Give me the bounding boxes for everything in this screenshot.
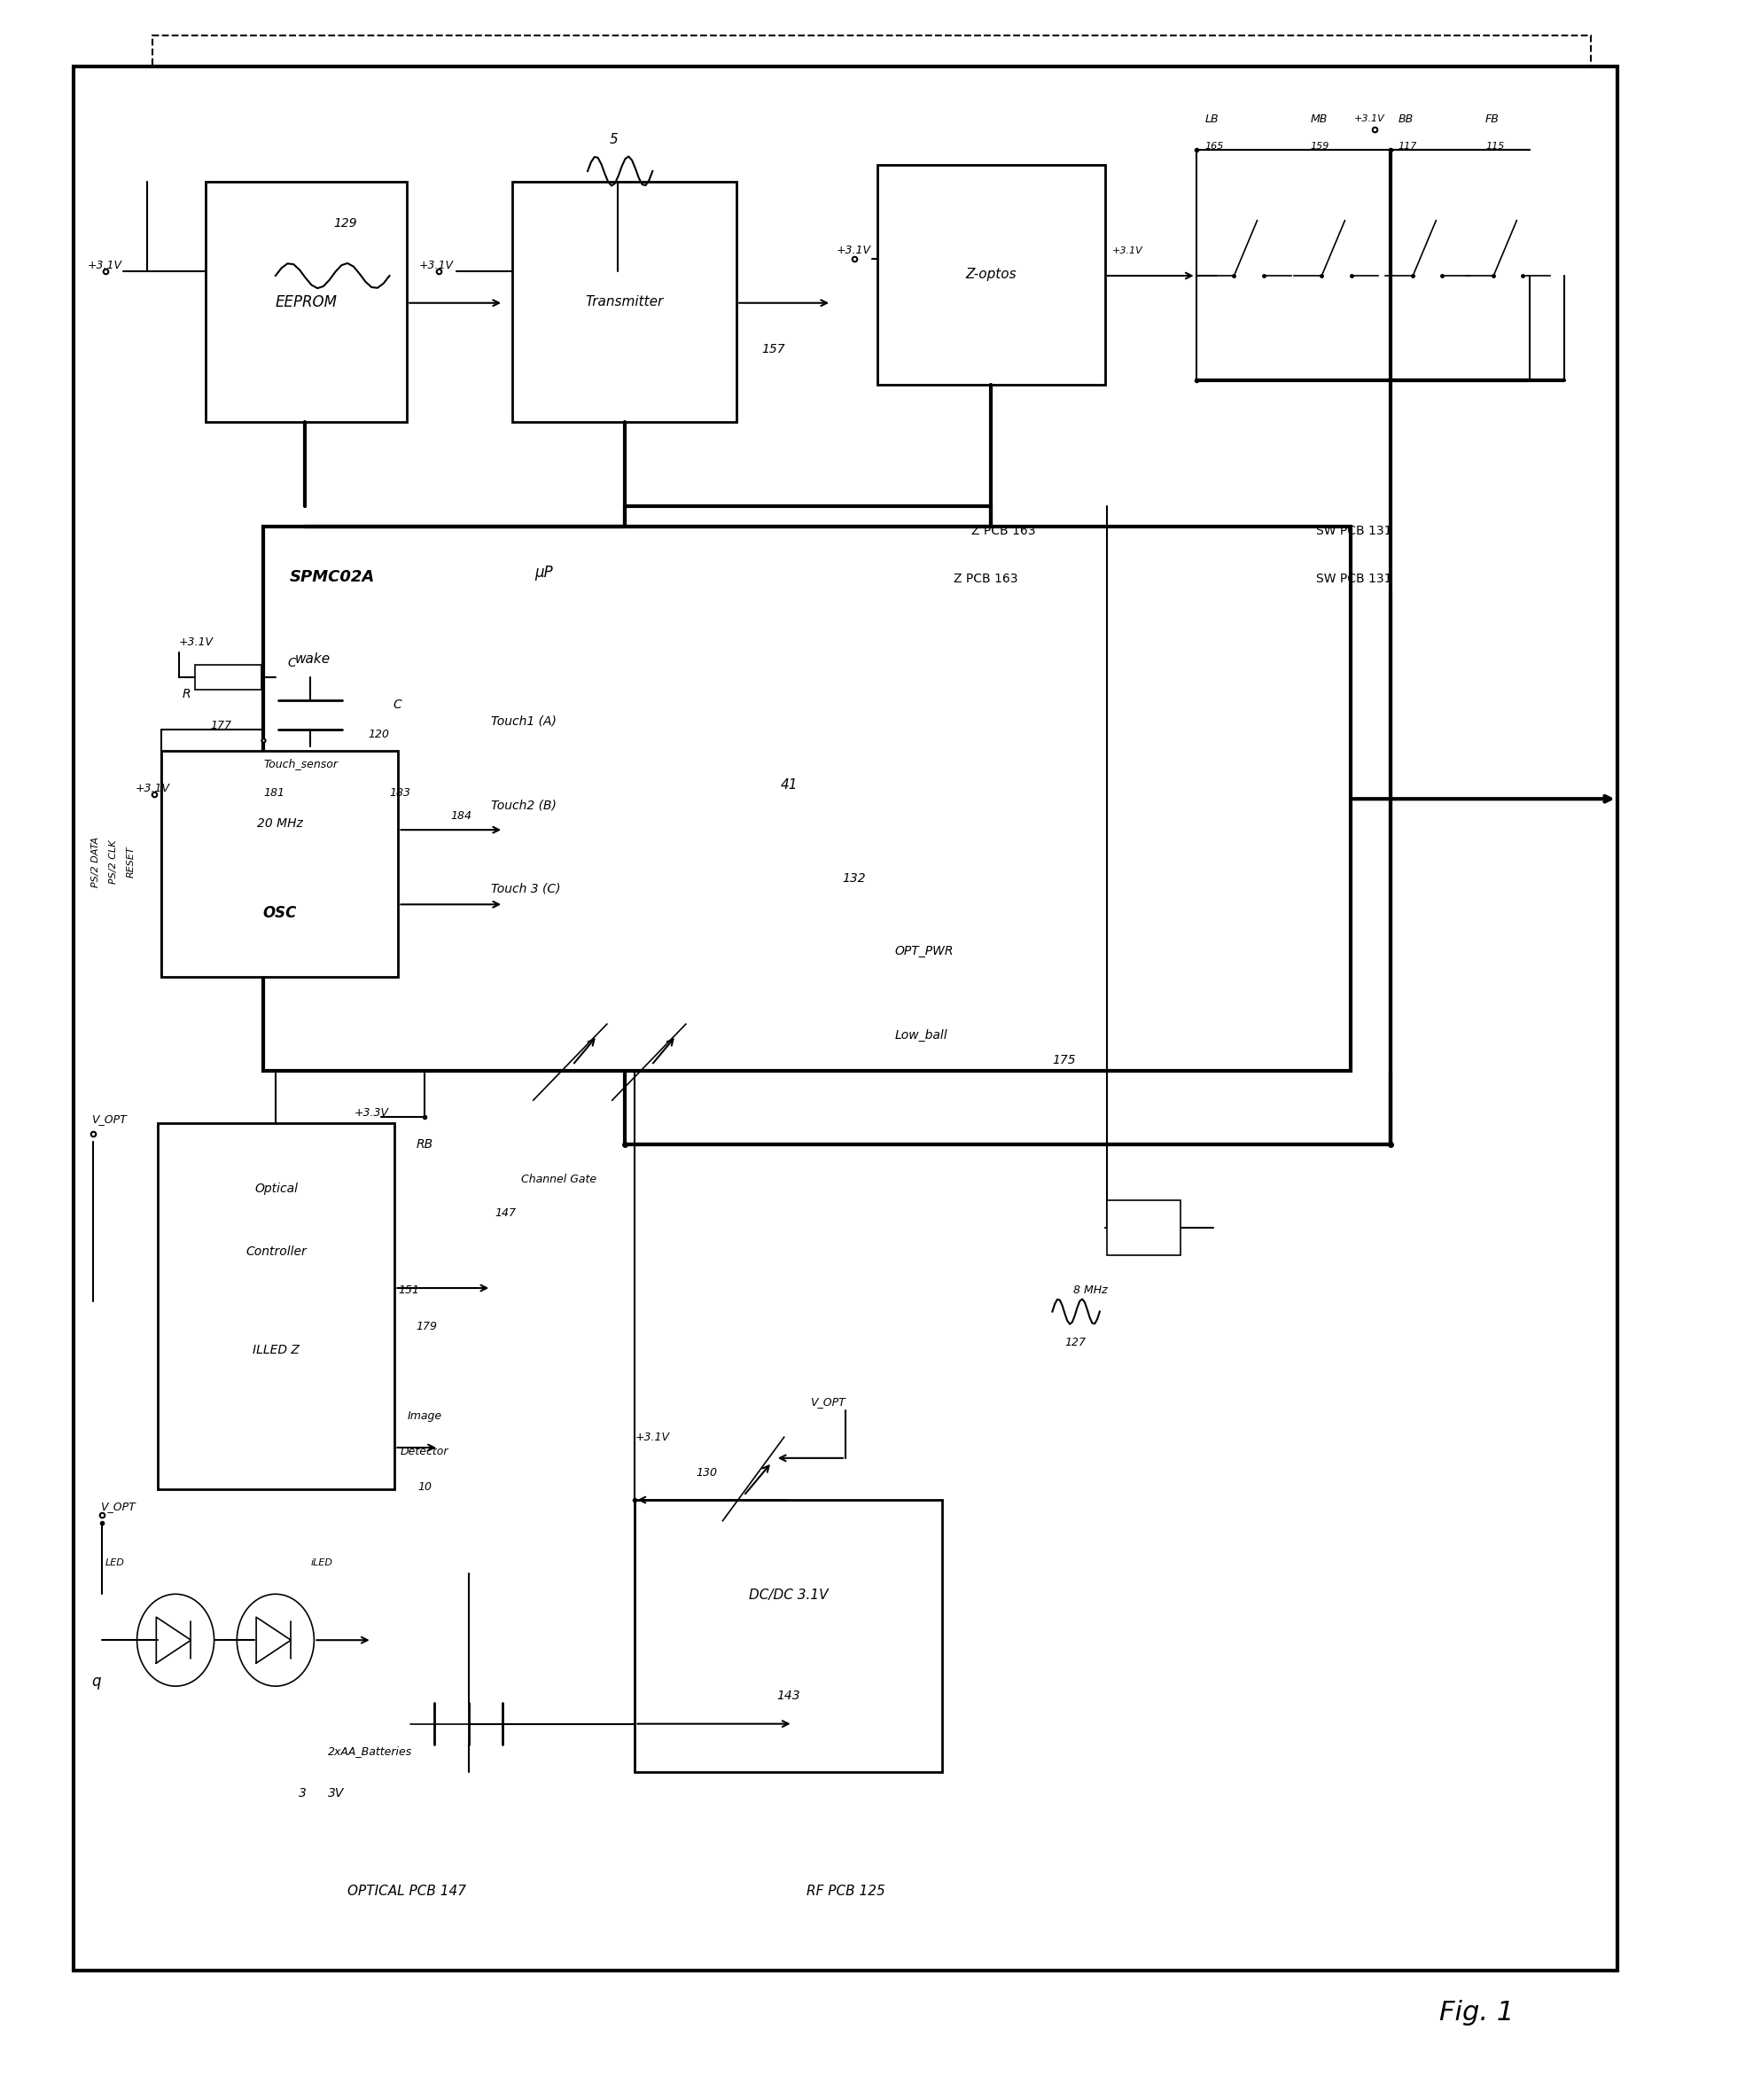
Text: +3.1V: +3.1V [419,260,454,271]
Text: μP: μP [535,565,553,580]
Text: SW PCB 131: SW PCB 131 [1315,525,1391,538]
Text: PS/2 CLK: PS/2 CLK [109,840,118,884]
Text: PS/2 DATA: PS/2 DATA [92,836,100,886]
Text: Touch2 (B): Touch2 (B) [491,798,556,811]
Text: SPMC02A: SPMC02A [289,569,375,584]
Text: 8 MHz: 8 MHz [1074,1285,1108,1296]
Text: RESET: RESET [127,846,136,878]
Text: Fig. 1: Fig. 1 [1439,1999,1514,2026]
Text: q: q [92,1674,100,1690]
Text: Touch 3 (C): Touch 3 (C) [491,882,560,895]
Bar [83,1447,1039,1909]
Text: 177: 177 [211,720,232,731]
Text: iLED: iLED [310,1558,333,1567]
Text: DC/DC 3.1V: DC/DC 3.1V [748,1588,828,1602]
Text: +3.1V: +3.1V [180,636,213,647]
Text: wake: wake [294,653,331,666]
Text: Transmitter: Transmitter [585,296,664,309]
Bar [158,1124,394,1489]
Text: OPT_PWR: OPT_PWR [895,945,953,958]
Text: V_OPT: V_OPT [810,1396,845,1407]
Text: MB: MB [1310,113,1328,124]
Text: 181: 181 [262,788,285,798]
Text: OSC: OSC [262,905,298,922]
Text: Image: Image [407,1411,442,1422]
Text: 157: 157 [761,342,785,355]
Text: +3.1V: +3.1V [1354,113,1384,124]
Bar [262,527,1351,1071]
Text: 183: 183 [389,788,410,798]
Text: 130: 130 [696,1468,718,1478]
Text: Controller: Controller [247,1245,306,1258]
Text: 143: 143 [777,1690,799,1701]
Text: 10: 10 [417,1483,431,1493]
Text: 184: 184 [451,811,472,821]
Bar [206,181,407,422]
Text: +3.3V: +3.3V [354,1107,389,1119]
Text: 147: 147 [495,1208,516,1218]
Text: Optical: Optical [255,1182,298,1195]
Text: Low_ball: Low_ball [895,1029,947,1042]
Bar [162,752,398,976]
Text: +3.1V: +3.1V [1111,246,1143,254]
Text: RF PCB 125: RF PCB 125 [807,1884,884,1898]
Text: +3.1V: +3.1V [636,1432,669,1443]
Bar [1217,151,1564,594]
Text: 5: 5 [609,132,618,147]
Text: LED: LED [106,1558,125,1567]
Text: 3: 3 [298,1787,306,1800]
Text: Touch1 (A): Touch1 (A) [491,716,556,727]
Text: LB: LB [1205,113,1219,124]
Bar [153,36,1590,601]
Bar [1106,1201,1180,1256]
Text: SW PCB 131: SW PCB 131 [1315,573,1391,586]
Bar [877,164,1104,384]
Text: 3V: 3V [328,1787,345,1800]
Text: 20 MHz: 20 MHz [257,817,303,830]
Bar [83,706,1039,1909]
Text: 115: 115 [1486,141,1504,151]
Text: +3.1V: +3.1V [836,246,872,256]
Bar [636,1499,942,1772]
Text: Z-optos: Z-optos [965,269,1016,281]
Text: V_OPT: V_OPT [92,1113,127,1126]
Text: OPTICAL PCB 147: OPTICAL PCB 147 [347,1884,467,1898]
Text: +3.1V: +3.1V [136,783,169,794]
Bar [195,666,261,691]
Text: 120: 120 [368,729,389,741]
Text: 175: 175 [1053,1054,1076,1067]
Text: ILLED Z: ILLED Z [254,1344,299,1357]
Bar [845,151,1192,594]
Text: 129: 129 [333,216,357,229]
Text: Z PCB 163: Z PCB 163 [954,573,1018,586]
Text: 151: 151 [398,1285,419,1296]
Text: FB: FB [1486,113,1500,124]
Text: 179: 179 [416,1321,437,1331]
Bar [74,67,1617,1970]
Text: 127: 127 [1065,1338,1087,1348]
Text: Z PCB 163: Z PCB 163 [970,525,1035,538]
Text: R: R [183,689,192,701]
Text: Detector: Detector [400,1447,449,1457]
Text: RB: RB [416,1138,433,1151]
Text: +3.1V: +3.1V [88,260,123,271]
Text: 165: 165 [1205,141,1224,151]
Text: C: C [287,657,296,670]
Text: Touch_sensor: Touch_sensor [262,758,338,769]
Text: 159: 159 [1310,141,1330,151]
Bar [512,181,736,422]
Text: 2xAA_Batteries: 2xAA_Batteries [328,1745,412,1758]
Text: 41: 41 [780,777,798,792]
Text: 117: 117 [1398,141,1418,151]
Text: V_OPT: V_OPT [100,1499,136,1512]
Text: C: C [393,699,402,712]
Bar [831,151,1168,468]
Text: EEPROM: EEPROM [275,294,336,311]
Text: Channel Gate: Channel Gate [521,1174,597,1186]
Text: BB: BB [1398,113,1412,124]
Text: 132: 132 [842,872,865,884]
